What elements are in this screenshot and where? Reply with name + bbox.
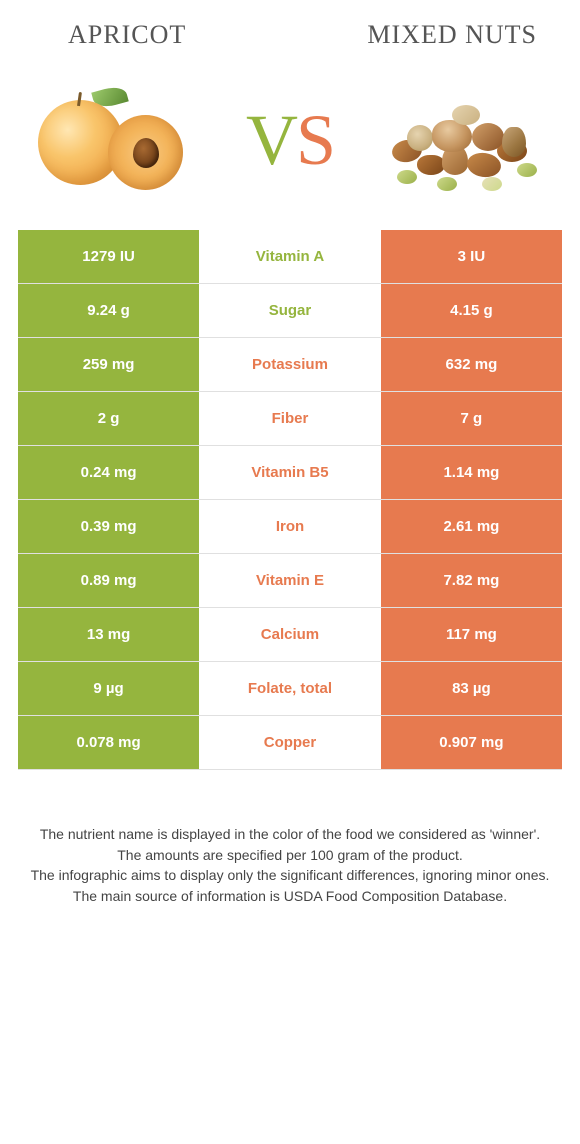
table-row: 9.24 gSugar4.15 g [18,284,562,338]
nuts-value: 117 mg [381,608,562,661]
nutrient-label: Vitamin B5 [199,446,381,499]
nutrient-label: Fiber [199,392,381,445]
table-row: 0.89 mgVitamin E7.82 mg [18,554,562,608]
apricot-value: 9.24 g [18,284,199,337]
nuts-value: 7.82 mg [381,554,562,607]
nutrient-label: Sugar [199,284,381,337]
nuts-value: 3 IU [381,230,562,283]
apricot-value: 9 µg [18,662,199,715]
images-row: VS [18,75,562,230]
mixed-nuts-icon [382,85,552,195]
footer-line-4: The main source of information is USDA F… [28,887,552,907]
footer-notes: The nutrient name is displayed in the co… [18,770,562,906]
nuts-value: 4.15 g [381,284,562,337]
table-row: 0.078 mgCopper0.907 mg [18,716,562,770]
apricot-image [28,75,198,205]
vs-label: VS [246,99,334,182]
vs-v: V [246,100,296,180]
footer-line-3: The infographic aims to display only the… [28,866,552,886]
food-title-left: Apricot [28,20,303,50]
nuts-value: 0.907 mg [381,716,562,769]
nutrient-label: Calcium [199,608,381,661]
footer-line-2: The amounts are specified per 100 gram o… [28,846,552,866]
food-title-right: Mixed nuts [303,20,553,50]
table-row: 259 mgPotassium632 mg [18,338,562,392]
nutrient-label: Potassium [199,338,381,391]
apricot-value: 259 mg [18,338,199,391]
apricot-value: 0.39 mg [18,500,199,553]
nuts-value: 2.61 mg [381,500,562,553]
apricot-value: 1279 IU [18,230,199,283]
vs-s: S [296,100,334,180]
footer-line-1: The nutrient name is displayed in the co… [28,825,552,845]
table-row: 9 µgFolate, total83 µg [18,662,562,716]
header: Apricot Mixed nuts [18,20,562,75]
table-row: 2 gFiber7 g [18,392,562,446]
infographic-container: Apricot Mixed nuts VS 1279 IUVitamin A [0,0,580,937]
apricot-icon [38,80,188,200]
nutrient-label: Copper [199,716,381,769]
nutrient-label: Vitamin A [199,230,381,283]
nutrient-label: Vitamin E [199,554,381,607]
apricot-value: 0.89 mg [18,554,199,607]
nutrient-label: Folate, total [199,662,381,715]
nuts-value: 632 mg [381,338,562,391]
table-row: 13 mgCalcium117 mg [18,608,562,662]
table-row: 1279 IUVitamin A3 IU [18,230,562,284]
table-row: 0.39 mgIron2.61 mg [18,500,562,554]
nutrient-table: 1279 IUVitamin A3 IU9.24 gSugar4.15 g259… [18,230,562,770]
nutrient-label: Iron [199,500,381,553]
mixed-nuts-image [382,75,552,205]
nuts-value: 7 g [381,392,562,445]
apricot-value: 0.078 mg [18,716,199,769]
nuts-value: 1.14 mg [381,446,562,499]
nuts-value: 83 µg [381,662,562,715]
table-row: 0.24 mgVitamin B51.14 mg [18,446,562,500]
apricot-value: 13 mg [18,608,199,661]
apricot-value: 0.24 mg [18,446,199,499]
apricot-value: 2 g [18,392,199,445]
